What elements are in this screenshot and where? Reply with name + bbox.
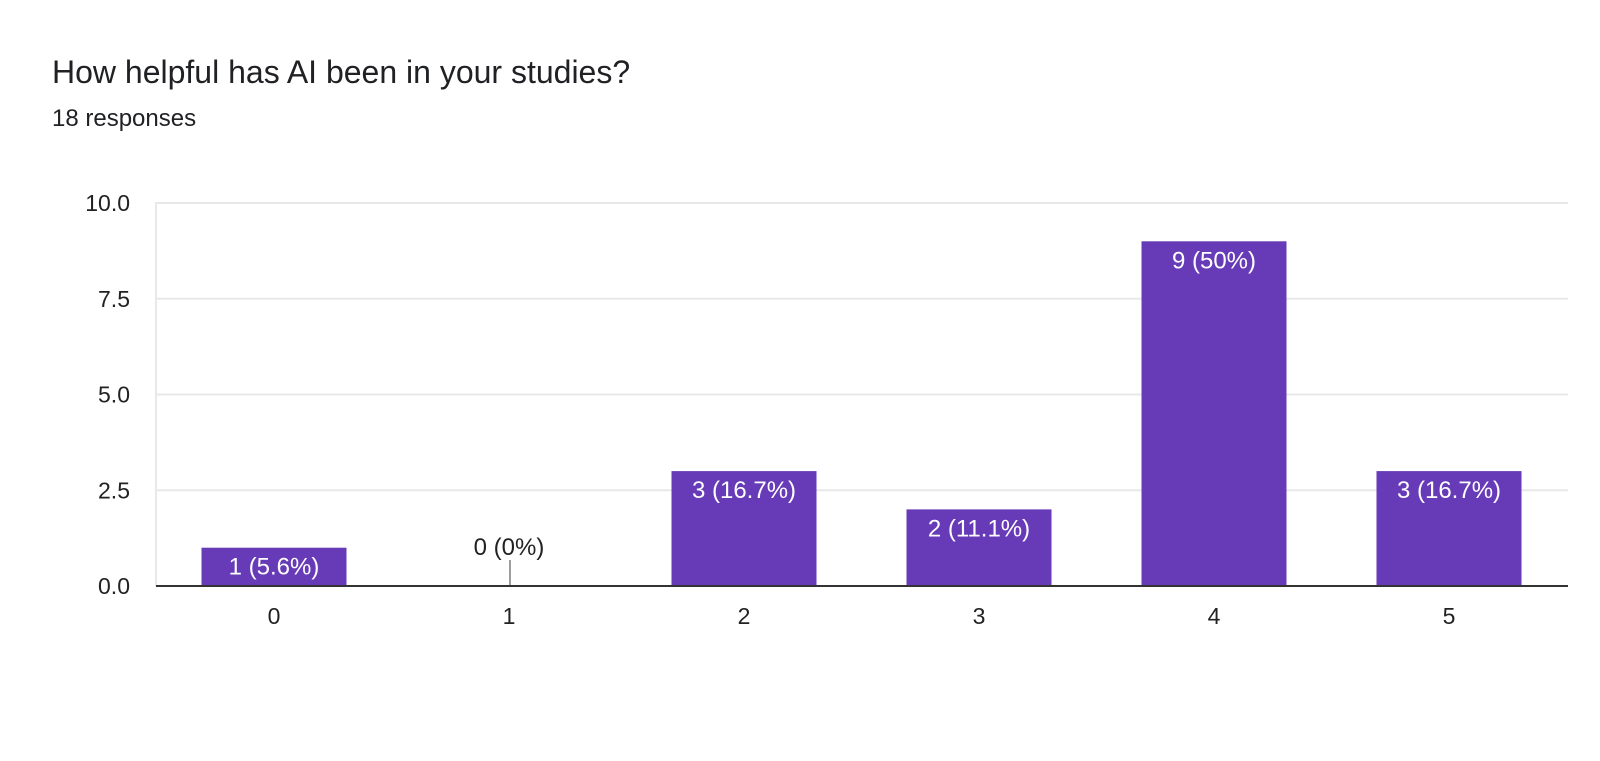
y-tick-label: 5.0 bbox=[98, 382, 130, 408]
x-tick-label: 2 bbox=[738, 603, 751, 629]
bar bbox=[671, 471, 817, 586]
bars bbox=[201, 241, 1522, 587]
x-tick-label: 4 bbox=[1208, 603, 1221, 629]
gridlines bbox=[155, 202, 1568, 586]
x-tick-label: 3 bbox=[973, 603, 986, 629]
bar bbox=[1376, 471, 1522, 586]
bar-data-label: 3 (16.7%) bbox=[692, 477, 796, 504]
bar-data-label: 9 (50%) bbox=[1172, 247, 1256, 274]
bar-data-label: 3 (16.7%) bbox=[1397, 477, 1501, 504]
bar-data-label: 2 (11.1%) bbox=[928, 515, 1030, 542]
x-tick-label: 1 bbox=[503, 603, 516, 629]
chart-title: How helpful has AI been in your studies? bbox=[52, 54, 631, 90]
bar bbox=[1141, 241, 1287, 587]
bar-labels: 1 (5.6%) 0 (0%) 3 (16.7%) 2 (11.1%) 9 (50%) 3… bbox=[229, 247, 1501, 580]
y-tick-label: 10.0 bbox=[85, 190, 130, 216]
x-tick-label: 0 bbox=[268, 603, 281, 629]
bar bbox=[201, 547, 347, 586]
bar bbox=[906, 509, 1052, 586]
y-tick-label: 2.5 bbox=[98, 477, 130, 503]
response-count: 18 responses bbox=[52, 105, 197, 132]
y-tick-label: 7.5 bbox=[98, 286, 130, 312]
x-tick-label: 5 bbox=[1443, 603, 1456, 629]
y-axis-ticks: 0.0 2.5 5.0 7.5 10.0 bbox=[85, 190, 130, 599]
y-tick-label: 0.0 bbox=[98, 573, 130, 599]
bar-data-label: 1 (5.6%) bbox=[229, 554, 320, 581]
x-axis-ticks: 0 1 2 3 4 5 bbox=[268, 603, 1456, 629]
bar-data-label: 0 (0%) bbox=[474, 534, 545, 561]
